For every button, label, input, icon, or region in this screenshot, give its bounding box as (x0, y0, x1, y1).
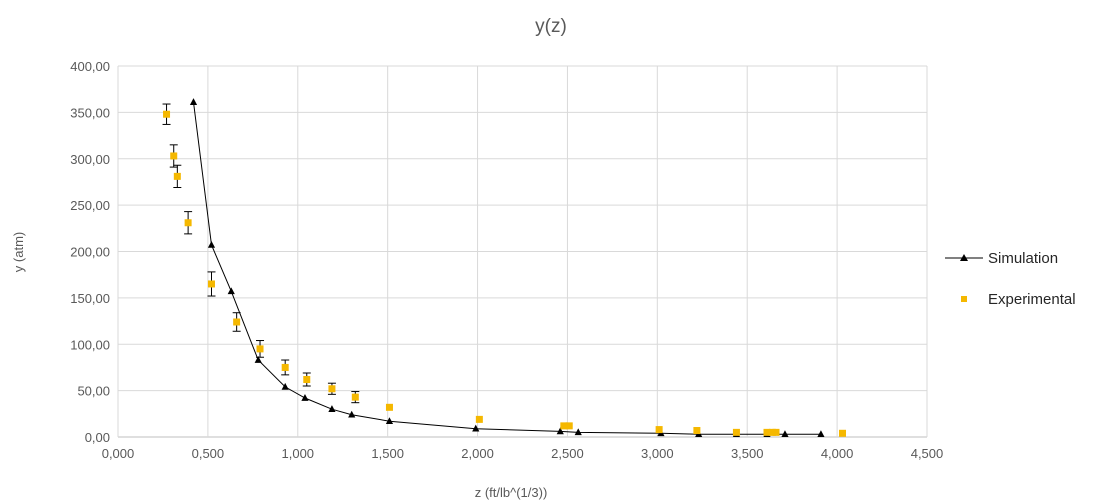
experimental-point (256, 345, 264, 353)
simulation-point (781, 430, 789, 438)
simulation-line (193, 102, 821, 435)
y-tick-label: 50,00 (77, 384, 110, 399)
experimental-point (693, 427, 701, 435)
x-tick-label: 3,500 (731, 446, 764, 461)
x-axis-label: z (ft/lb^(1/3)) (475, 485, 548, 500)
experimental-point (233, 318, 241, 326)
simulation-point (385, 417, 394, 425)
experimental-point (768, 428, 776, 436)
legend-simulation: Simulation (945, 250, 1058, 267)
experimental-point (763, 428, 771, 436)
legend-experimental: Experimental (961, 291, 1076, 308)
tick-labels: 0,00 50,00 100,00 150,00 200,00 250,00 300,00 3… (70, 59, 943, 461)
simulation-point (574, 428, 582, 436)
experimental-point (475, 415, 483, 423)
simulation-point (227, 287, 235, 295)
simulation-point (254, 356, 262, 363)
legend-simulation-marker (960, 254, 968, 261)
experimental-point (351, 393, 359, 401)
simulation-point (472, 424, 480, 432)
chart-title: y(z) (535, 16, 567, 37)
x-tick-label: 2,000 (461, 446, 494, 461)
experimental-point (281, 363, 289, 371)
legend-simulation-label: Simulation (988, 250, 1058, 267)
experimental-series (162, 103, 847, 437)
experimental-point (385, 403, 393, 411)
experimental-point (732, 428, 740, 436)
y-tick-label: 350,00 (70, 105, 110, 120)
x-tick-label: 2,500 (551, 446, 584, 461)
gridlines (117, 65, 928, 438)
experimental-point (173, 172, 181, 180)
experimental-point (170, 152, 178, 160)
experimental-point (560, 422, 568, 430)
y-tick-label: 400,00 (70, 59, 110, 74)
legend-experimental-label: Experimental (988, 291, 1076, 308)
experimental-point (303, 375, 311, 383)
simulation-point (556, 427, 564, 435)
x-tick-label: 4,500 (911, 446, 944, 461)
experimental-point (655, 426, 663, 434)
x-tick-label: 0,500 (192, 446, 225, 461)
x-tick-label: 1,000 (282, 446, 315, 461)
experimental-point (328, 385, 336, 393)
y-tick-label: 250,00 (70, 198, 110, 213)
experimental-point (565, 422, 573, 430)
simulation-point (328, 405, 336, 412)
experimental-point (184, 219, 192, 227)
simulation-series (189, 98, 825, 438)
simulation-point (207, 241, 216, 248)
simulation-point (348, 410, 356, 418)
y-tick-label: 0,00 (85, 430, 110, 445)
y-tick-label: 150,00 (70, 291, 110, 306)
experimental-point (207, 280, 215, 288)
experimental-point (839, 429, 847, 437)
experimental-point (163, 110, 171, 118)
simulation-point (189, 98, 198, 105)
y-axis-label: y (atm) (11, 232, 26, 272)
legend: Simulation Experimental (945, 250, 1076, 308)
y-tick-label: 300,00 (70, 152, 110, 167)
y-tick-label: 100,00 (70, 337, 110, 352)
simulation-point (817, 430, 825, 438)
simulation-point (281, 382, 289, 390)
x-tick-label: 1,500 (371, 446, 404, 461)
legend-experimental-marker (961, 296, 967, 302)
simulation-point (301, 394, 309, 401)
x-tick-label: 0,000 (102, 446, 135, 461)
experimental-point (772, 428, 780, 436)
x-tick-label: 4,000 (821, 446, 854, 461)
y-tick-label: 200,00 (70, 245, 110, 260)
x-tick-label: 3,000 (641, 446, 674, 461)
